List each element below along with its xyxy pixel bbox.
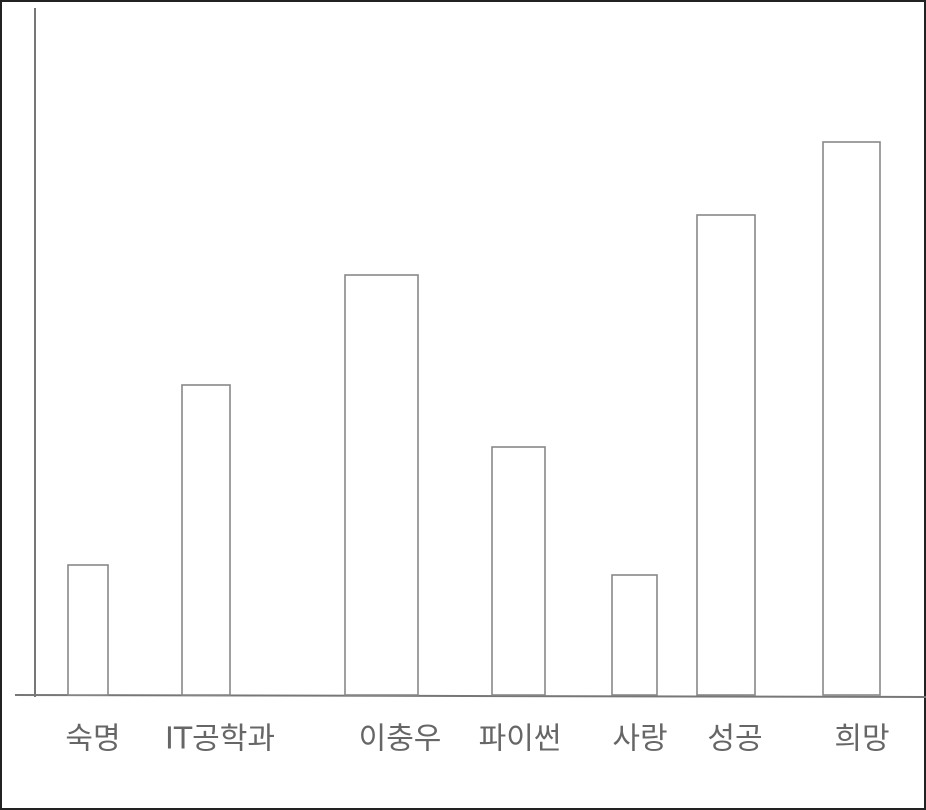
x-axis [14,694,926,698]
x-tick-label: 숙명 [65,722,120,757]
bar [822,141,881,696]
bar [181,384,231,696]
x-tick-label: 성공 [707,722,762,757]
x-tick-label: 파이썬 [479,722,562,757]
bar [696,214,756,696]
x-tick-label: 이충우 [359,722,442,757]
bar [491,446,546,696]
x-tick-label: 희망 [834,722,889,757]
x-tick-label: 사랑 [612,722,667,757]
bar [611,574,658,696]
bar [344,274,419,696]
x-tick-label: IT공학과 [165,722,275,757]
bar [67,564,109,696]
